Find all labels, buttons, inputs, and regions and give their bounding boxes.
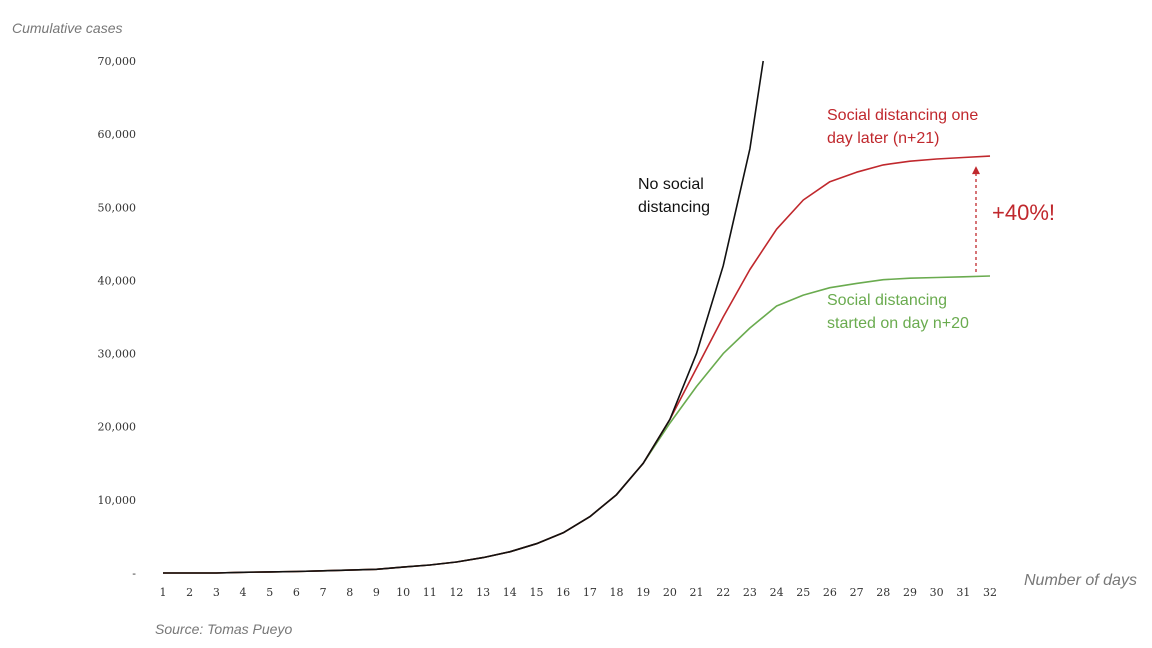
y-axis-title: Cumulative cases [12, 20, 123, 36]
x-tick-label: 15 [529, 586, 543, 599]
annotation-red: day later (n+21) [827, 130, 940, 147]
x-tick-label: 1 [160, 586, 167, 599]
x-tick-label: 13 [476, 586, 490, 599]
x-tick-label: 17 [583, 586, 597, 599]
y-tick-label: 20,000 [98, 421, 137, 434]
x-tick-label: 4 [240, 586, 247, 599]
y-tick-label: 50,000 [98, 201, 137, 214]
x-tick-label: 14 [503, 586, 517, 599]
x-tick-label: 28 [876, 586, 890, 599]
series-lines [163, 60, 991, 574]
y-tick-labels: - 10,000 20,000 30,000 40,000 50,000 60,000 70,… [98, 55, 137, 580]
x-tick-label: 31 [956, 586, 970, 599]
annotation-green: started on day n+20 [827, 315, 969, 332]
x-tick-label: 16 [556, 586, 570, 599]
x-tick-label: 11 [423, 586, 437, 599]
x-tick-label: 20 [663, 586, 677, 599]
x-tick-label: 10 [396, 586, 410, 599]
series-line [163, 60, 764, 574]
arrow-head [972, 166, 980, 175]
x-tick-label: 6 [293, 586, 300, 599]
x-tick-label: 32 [983, 586, 997, 599]
x-tick-label: 23 [743, 586, 757, 599]
annotation-red: Social distancing one [827, 107, 978, 124]
y-tick-label: 30,000 [98, 348, 137, 361]
x-tick-label: 29 [903, 586, 917, 599]
x-tick-labels: 1 2 3 4 5 6 7 8 9 10 11 12 13 14 15 16 17 18 19 20 21 22 23 24 2… [160, 586, 998, 599]
x-tick-label: 22 [716, 586, 730, 599]
y-tick-label: 60,000 [98, 128, 137, 141]
x-tick-label: 18 [610, 586, 624, 599]
x-tick-label: 25 [796, 586, 810, 599]
annotations: No social distancing Social distancing one… [638, 107, 1055, 332]
x-tick-label: 9 [373, 586, 380, 599]
x-tick-label: 24 [770, 586, 784, 599]
annotation-pct: +40%! [992, 200, 1055, 225]
source-note: Source: Tomas Pueyo [155, 621, 292, 637]
x-tick-label: 7 [320, 586, 327, 599]
x-tick-label: 26 [823, 586, 837, 599]
y-tick-label: 70,000 [98, 55, 137, 68]
x-tick-label: 5 [266, 586, 273, 599]
x-tick-label: 21 [690, 586, 704, 599]
y-tick-label: 10,000 [98, 494, 137, 507]
x-tick-label: 2 [186, 586, 193, 599]
x-axis-title: Number of days [1024, 572, 1137, 589]
x-tick-label: 30 [930, 586, 944, 599]
annotation-black: distancing [638, 199, 710, 216]
annotation-green: Social distancing [827, 292, 947, 309]
x-tick-label: 8 [346, 586, 353, 599]
x-tick-label: 19 [636, 586, 650, 599]
series-line [163, 155, 991, 574]
x-tick-label: 27 [850, 586, 864, 599]
x-tick-label: 12 [449, 586, 463, 599]
annotation-black: No social [638, 176, 704, 193]
y-tick-label: - [132, 567, 136, 580]
difference-arrow [972, 166, 980, 273]
y-tick-label: 40,000 [98, 274, 137, 287]
x-tick-label: 3 [213, 586, 220, 599]
